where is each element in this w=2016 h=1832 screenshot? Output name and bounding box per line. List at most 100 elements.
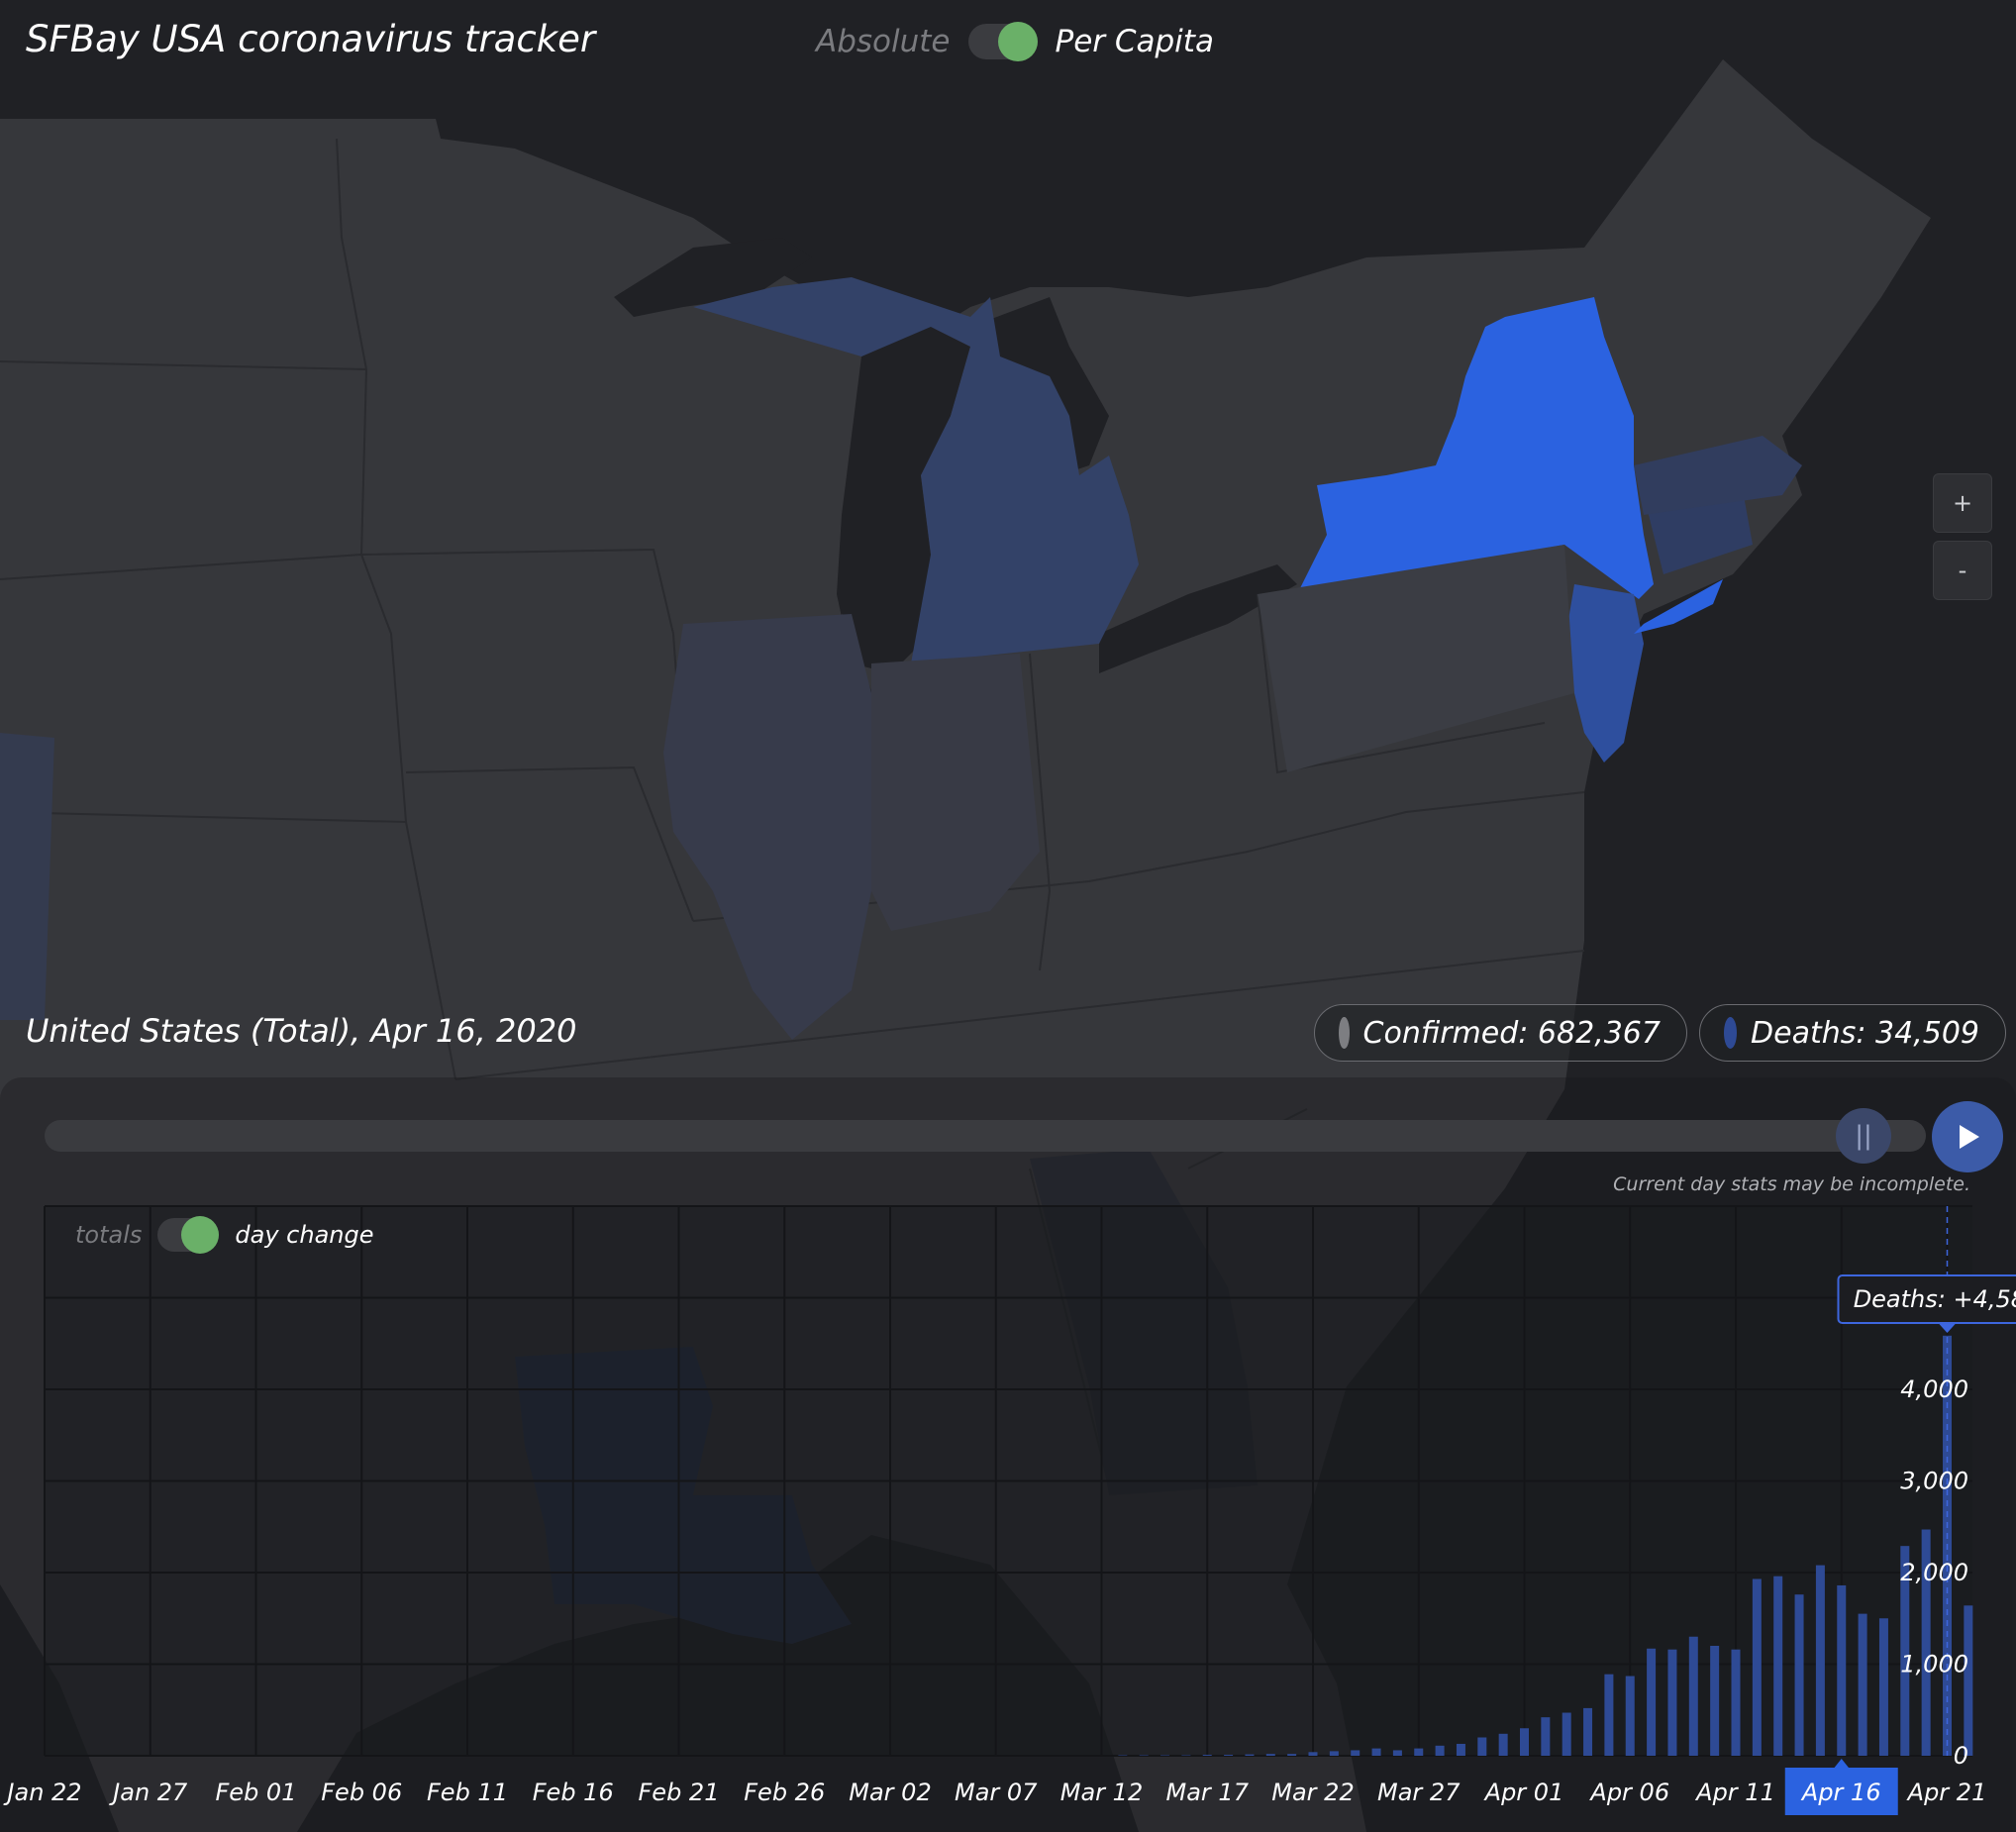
x-tick-label: Jan 27	[109, 1779, 188, 1806]
chart-bar	[1562, 1712, 1571, 1756]
chart-bar	[1625, 1676, 1635, 1756]
chart-bar	[1815, 1565, 1825, 1756]
lake-erie	[1099, 564, 1297, 673]
state-new-york	[1297, 297, 1654, 599]
absolute-per-capita-toggle[interactable]: Absolute Per Capita	[816, 22, 1214, 61]
chart-bar	[1667, 1649, 1677, 1756]
per-capita-label[interactable]: Per Capita	[1055, 24, 1214, 59]
chart-bar	[1921, 1529, 1931, 1756]
location-date-label: United States (Total), Apr 16, 2020	[26, 1012, 577, 1050]
chart-bar	[1329, 1751, 1339, 1756]
switch-knob	[997, 22, 1038, 61]
chart-bar	[1351, 1750, 1361, 1756]
chart-bar	[1688, 1636, 1698, 1756]
chart-bar	[1435, 1745, 1445, 1756]
confirmed-value: Confirmed: 682,367	[1362, 1015, 1661, 1051]
chart-bar	[1710, 1646, 1720, 1756]
y-tick-label: 3,000	[1900, 1468, 1968, 1495]
date-slider-track[interactable]	[45, 1120, 1926, 1152]
switch-knob	[181, 1216, 220, 1254]
x-tick-label: Feb 21	[639, 1779, 720, 1806]
state-new-jersey	[1564, 584, 1644, 763]
play-icon	[1960, 1125, 1979, 1149]
x-tick-label: Apr 06	[1588, 1779, 1669, 1806]
date-slider-handle[interactable]: ||	[1836, 1108, 1891, 1164]
day-change-label[interactable]: day change	[235, 1221, 374, 1249]
x-tick-label: Jan 22	[3, 1779, 81, 1806]
y-tick-label: 1,000	[1900, 1651, 1968, 1679]
x-tick-label: Mar 02	[849, 1779, 931, 1806]
chart-switch[interactable]	[157, 1216, 220, 1254]
chart-bar	[1498, 1733, 1508, 1756]
confirmed-dot	[1339, 1017, 1350, 1049]
x-tick-label: Mar 12	[1060, 1779, 1143, 1806]
totals-day-change-toggle[interactable]: totals day change	[75, 1216, 374, 1254]
tooltip-pointer	[1938, 1323, 1957, 1333]
y-tick-label: 4,000	[1900, 1375, 1968, 1403]
chart-bar	[1520, 1728, 1529, 1756]
chart-bar	[1964, 1605, 1973, 1756]
chart-bar	[1604, 1674, 1614, 1756]
tooltip-text: Deaths: +4,586	[1854, 1285, 2016, 1313]
deaths-stat-pill[interactable]: Deaths: 34,509	[1699, 1004, 2006, 1062]
state-west-edge	[0, 733, 54, 1020]
lake-michigan	[837, 327, 970, 673]
x-tick-label: Mar 27	[1377, 1779, 1461, 1806]
chart-bar	[1878, 1618, 1888, 1756]
x-tick-label: Feb 26	[744, 1779, 825, 1806]
chart-bar	[1224, 1755, 1234, 1756]
view-switch[interactable]	[967, 22, 1038, 61]
state-illinois	[663, 614, 871, 1040]
confirmed-stat-pill[interactable]: Confirmed: 682,367	[1314, 1004, 1687, 1062]
play-button[interactable]	[1932, 1101, 2003, 1172]
state-michigan	[693, 277, 1139, 663]
zoom-in-button[interactable]: +	[1933, 473, 1992, 533]
totals-label[interactable]: totals	[75, 1221, 143, 1249]
chart-bar	[1583, 1707, 1593, 1756]
state-massachusetts	[1634, 436, 1802, 515]
x-tick-label: Feb 16	[533, 1779, 614, 1806]
x-tick-label: Mar 22	[1271, 1779, 1354, 1806]
zoom-out-button[interactable]: -	[1933, 541, 1992, 600]
chart-bar	[1477, 1737, 1487, 1756]
chart-bar	[1287, 1754, 1297, 1756]
y-tick-label: 0	[1954, 1742, 1968, 1770]
x-tick-label: Apr 11	[1694, 1779, 1775, 1806]
chart-bar	[1265, 1754, 1275, 1756]
chart-bar	[1858, 1613, 1867, 1756]
page-title: SFBay USA coronavirus tracker	[26, 18, 596, 60]
chart-bar	[1794, 1594, 1804, 1756]
chart-bar	[1371, 1748, 1381, 1756]
state-pennsylvania	[1258, 545, 1574, 772]
pause-icon: ||	[1855, 1121, 1872, 1151]
chart-bar	[1245, 1754, 1255, 1756]
chart-bar	[1752, 1578, 1762, 1756]
chart-bar	[1456, 1743, 1465, 1756]
x-tick-label: Feb 01	[216, 1779, 297, 1806]
chart-bar	[1900, 1546, 1910, 1756]
x-tick-label: Feb 11	[427, 1779, 508, 1806]
x-tick-label: Mar 17	[1166, 1779, 1250, 1806]
x-tick-label: Mar 07	[955, 1779, 1038, 1806]
chart-bar	[1541, 1717, 1551, 1756]
long-island	[1634, 579, 1723, 634]
chart-bar	[1308, 1752, 1318, 1756]
deaths-value: Deaths: 34,509	[1751, 1015, 1979, 1051]
absolute-label[interactable]: Absolute	[816, 24, 951, 59]
y-tick-label: 2,000	[1900, 1559, 1968, 1586]
chart-bar	[1414, 1748, 1424, 1756]
x-tick-label: Feb 06	[321, 1779, 402, 1806]
selected-date-highlight	[1784, 1768, 1898, 1815]
deaths-dot	[1724, 1017, 1738, 1049]
chart-bar	[1731, 1649, 1741, 1756]
chart-bar	[1837, 1584, 1847, 1756]
state-connecticut	[1644, 490, 1753, 574]
incomplete-stats-notice: Current day stats may be incomplete.	[1613, 1173, 1970, 1195]
lake-superior	[614, 238, 812, 317]
chart-bar	[1202, 1755, 1212, 1756]
chart-bar	[1392, 1750, 1402, 1756]
state-indiana	[871, 654, 1040, 931]
chart-bar	[1647, 1648, 1657, 1756]
x-tick-label: Apr 21	[1906, 1779, 1987, 1806]
